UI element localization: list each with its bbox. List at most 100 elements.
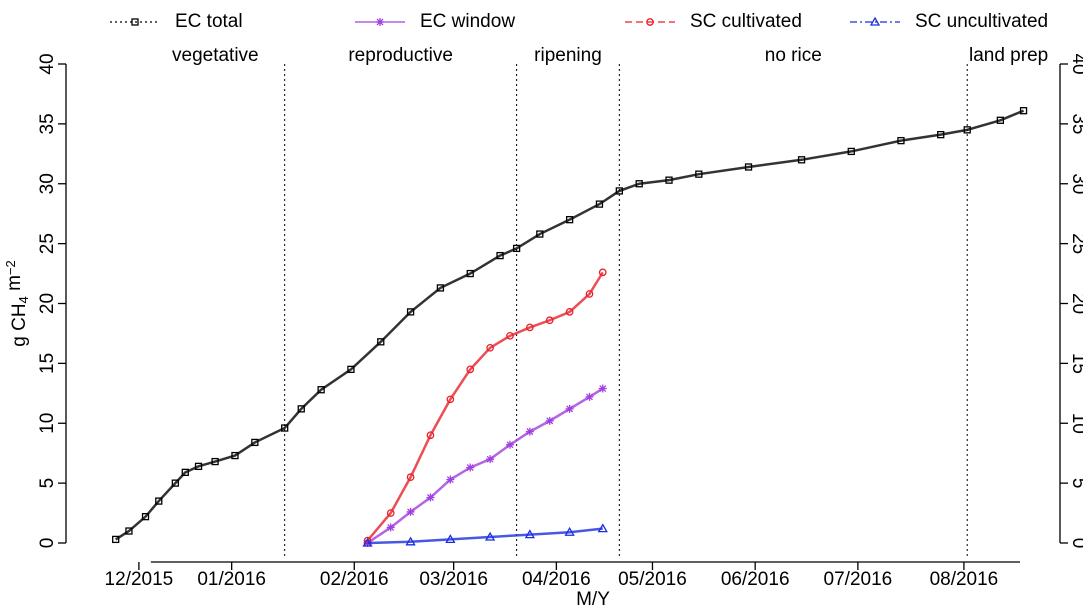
series-line bbox=[367, 527, 603, 545]
point bbox=[486, 343, 494, 352]
point bbox=[155, 497, 163, 505]
point bbox=[362, 537, 373, 547]
y2-tick-label: 35 bbox=[1068, 113, 1083, 134]
point bbox=[386, 523, 395, 532]
point bbox=[181, 468, 189, 476]
legend-label: SC uncultivated bbox=[915, 11, 1048, 32]
y-tick-label: 0 bbox=[37, 538, 58, 549]
point bbox=[446, 475, 455, 484]
point bbox=[565, 308, 574, 316]
point bbox=[525, 427, 534, 436]
point bbox=[466, 463, 475, 472]
x-tick-label: 02/2016 bbox=[320, 569, 389, 590]
y2-tick-label: 40 bbox=[1068, 53, 1083, 74]
point bbox=[1019, 107, 1028, 115]
point bbox=[615, 187, 623, 195]
point bbox=[194, 462, 203, 471]
x-tick-label: 12/2015 bbox=[105, 569, 174, 590]
point bbox=[405, 536, 416, 546]
legend-marker bbox=[131, 18, 139, 26]
x-tick-label: 04/2016 bbox=[522, 569, 591, 590]
point bbox=[377, 338, 385, 346]
x-tick-label: 03/2016 bbox=[419, 569, 488, 590]
point bbox=[565, 404, 574, 413]
point bbox=[564, 526, 575, 536]
point bbox=[536, 230, 544, 238]
point bbox=[406, 507, 415, 516]
phase-label: ripening bbox=[534, 45, 602, 66]
point bbox=[565, 216, 574, 224]
legend-marker bbox=[869, 16, 881, 26]
y-tick-label: 20 bbox=[37, 293, 58, 314]
y-tick-label: 30 bbox=[37, 173, 58, 194]
point bbox=[125, 527, 133, 535]
legend-label: EC total bbox=[175, 11, 243, 32]
y-tick-label: 40 bbox=[37, 53, 58, 74]
point bbox=[347, 365, 355, 374]
point bbox=[937, 131, 945, 139]
y2-tick-label: 30 bbox=[1068, 173, 1083, 194]
point bbox=[963, 126, 971, 134]
point bbox=[585, 392, 594, 401]
point bbox=[426, 431, 435, 440]
point bbox=[526, 323, 534, 332]
y-axis-label-part: 4 bbox=[16, 296, 31, 303]
y-tick-label: 10 bbox=[37, 413, 58, 434]
y2-tick-label: 0 bbox=[1068, 538, 1083, 549]
y-axis-label-part: m bbox=[4, 275, 25, 296]
point bbox=[406, 308, 415, 316]
point bbox=[211, 457, 219, 466]
x-axis-label: M/Y bbox=[576, 589, 610, 610]
point bbox=[797, 156, 806, 164]
point bbox=[897, 136, 905, 145]
point bbox=[317, 386, 325, 394]
point bbox=[446, 395, 455, 404]
point bbox=[598, 384, 607, 393]
legend-label: EC window bbox=[420, 11, 515, 32]
point bbox=[141, 513, 150, 521]
point bbox=[505, 440, 514, 449]
series-line bbox=[115, 109, 1025, 541]
y-tick-label: 15 bbox=[37, 353, 58, 374]
point bbox=[598, 268, 607, 277]
legend-label: SC cultivated bbox=[690, 11, 802, 32]
point bbox=[996, 116, 1005, 124]
point bbox=[436, 284, 445, 292]
phase-label: vegetative bbox=[172, 45, 259, 66]
point bbox=[545, 316, 554, 325]
point bbox=[595, 200, 604, 208]
point bbox=[506, 331, 514, 340]
point bbox=[363, 539, 372, 547]
phase-label: no rice bbox=[765, 45, 822, 66]
point bbox=[512, 244, 521, 253]
point bbox=[486, 455, 495, 464]
point bbox=[585, 290, 594, 298]
y-axis-label: g CH4 m−2 bbox=[3, 260, 31, 346]
point bbox=[545, 416, 554, 425]
legend-marker bbox=[646, 18, 654, 26]
point bbox=[297, 405, 305, 413]
point bbox=[281, 424, 289, 432]
point bbox=[445, 534, 456, 544]
y-tick-label: 25 bbox=[37, 233, 58, 254]
phase-label: reproductive bbox=[348, 45, 453, 66]
point bbox=[635, 180, 643, 188]
point bbox=[847, 147, 855, 156]
x-tick-label: 08/2016 bbox=[930, 569, 999, 590]
point bbox=[466, 365, 475, 374]
point bbox=[597, 523, 608, 533]
point bbox=[496, 251, 504, 260]
y-axis-label-part: g CH bbox=[9, 303, 30, 346]
point bbox=[112, 535, 120, 544]
point bbox=[695, 170, 703, 178]
point bbox=[744, 163, 753, 171]
x-tick-label: 06/2016 bbox=[721, 569, 790, 590]
point bbox=[363, 536, 372, 545]
y2-tick-label: 20 bbox=[1068, 293, 1083, 314]
point bbox=[524, 529, 535, 539]
x-tick-label: 01/2016 bbox=[197, 569, 266, 590]
point bbox=[484, 531, 496, 541]
point bbox=[251, 438, 259, 447]
phase-label: land prep bbox=[969, 45, 1048, 66]
point bbox=[665, 176, 673, 184]
